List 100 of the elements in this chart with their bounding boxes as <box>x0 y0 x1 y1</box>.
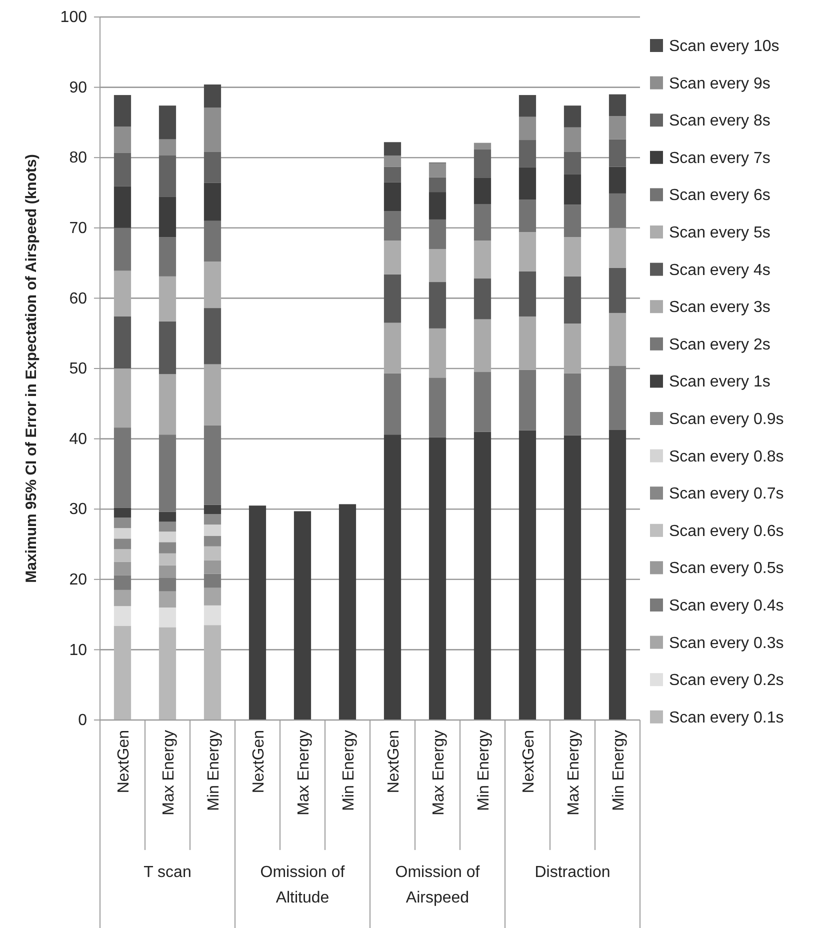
legend-label: Scan every 3s <box>669 299 770 316</box>
bar <box>384 322 402 374</box>
bar <box>518 370 536 430</box>
bar <box>384 211 402 241</box>
bar <box>204 364 222 426</box>
legend-label: Scan every 0.8s <box>669 448 784 466</box>
bar <box>114 152 132 186</box>
x-tick-label: NextGen <box>116 730 132 794</box>
text: Distraction <box>534 864 610 881</box>
bar <box>114 95 132 127</box>
bar <box>474 142 492 150</box>
legend-label: Scan every 0.6s <box>669 522 784 540</box>
text: T scan <box>144 864 192 881</box>
bar <box>384 240 402 274</box>
bar <box>114 562 132 576</box>
legend-label: Scan every 0.5s <box>669 560 784 578</box>
bar <box>564 204 582 238</box>
bar <box>428 177 446 192</box>
bar <box>564 174 582 205</box>
bar <box>204 84 222 108</box>
y-tick-label: 90 <box>69 79 88 96</box>
bar <box>384 434 402 720</box>
bar <box>338 504 356 720</box>
bar <box>114 316 132 368</box>
bar <box>608 193 626 228</box>
bar <box>384 166 402 182</box>
bar <box>384 373 402 435</box>
bar <box>114 228 132 271</box>
bar <box>518 200 536 232</box>
bar <box>204 625 222 720</box>
bar <box>518 95 536 117</box>
y-tick-label: 40 <box>69 430 88 448</box>
bar <box>158 542 176 554</box>
bar <box>114 368 132 428</box>
x-tick-label: Max Energy <box>160 730 178 816</box>
bar <box>114 518 132 528</box>
bar <box>518 116 536 140</box>
x-tick-label: Max Energy <box>430 730 448 816</box>
bar <box>158 578 176 592</box>
bar <box>114 575 132 590</box>
bar <box>158 434 176 512</box>
bar <box>158 512 176 522</box>
bar <box>114 606 132 626</box>
legend-label: Scan every 0.1s <box>669 709 784 726</box>
bar <box>248 506 266 720</box>
bar <box>608 139 626 167</box>
bar <box>608 268 626 313</box>
bar <box>608 366 626 430</box>
text: Omission of Altitude <box>260 864 346 907</box>
bar <box>114 186 132 228</box>
bar <box>608 228 626 268</box>
bar <box>114 626 132 720</box>
y-tick-label: 50 <box>69 360 88 378</box>
x-tick-label: Max Energy <box>296 730 312 816</box>
bar <box>518 140 536 168</box>
x-tick-label: Min Energy <box>476 730 492 811</box>
x-tick-label: NextGen <box>520 730 538 794</box>
bar <box>204 220 222 262</box>
bar <box>518 430 536 720</box>
x-tick-label: Min Energy <box>206 730 222 811</box>
bar <box>518 232 536 272</box>
bar <box>114 126 132 153</box>
bar <box>474 372 492 432</box>
bar <box>114 549 132 562</box>
bar <box>474 240 492 279</box>
bar <box>564 127 582 152</box>
x-tick-label: NextGen <box>386 730 402 794</box>
legend-label: Scan every 1s <box>669 374 770 391</box>
bar <box>204 182 222 221</box>
bar <box>204 514 222 525</box>
bar <box>158 139 176 156</box>
bar <box>608 312 626 366</box>
legend-label: Scan every 0.9s <box>669 411 784 428</box>
bar <box>158 522 176 532</box>
y-tick-label: 0 <box>78 712 88 730</box>
y-tick-label: 10 <box>69 642 88 659</box>
bar <box>294 511 312 720</box>
bar <box>564 324 582 374</box>
bar <box>518 316 536 370</box>
bar <box>608 116 626 140</box>
x-tick-label: NextGen <box>250 730 268 794</box>
legend-label: Scan every 8s <box>669 112 770 130</box>
bar <box>158 591 176 608</box>
bar <box>204 524 222 536</box>
bar <box>518 271 536 316</box>
y-tick-label: 100 <box>60 9 88 26</box>
bar <box>114 270 132 316</box>
legend-label: Scan every 0.4s <box>669 598 784 614</box>
bar <box>608 94 626 116</box>
bar <box>474 432 492 720</box>
bar <box>114 528 132 539</box>
bar <box>428 328 446 378</box>
bar <box>158 237 176 276</box>
bar <box>158 276 176 322</box>
legend-label: Scan every 6s <box>669 187 770 204</box>
legend-label: Scan every 5s <box>669 224 770 242</box>
bar <box>384 274 402 323</box>
bar <box>428 248 446 282</box>
bar <box>114 508 132 518</box>
legend-label: Scan every 4s <box>669 262 770 279</box>
